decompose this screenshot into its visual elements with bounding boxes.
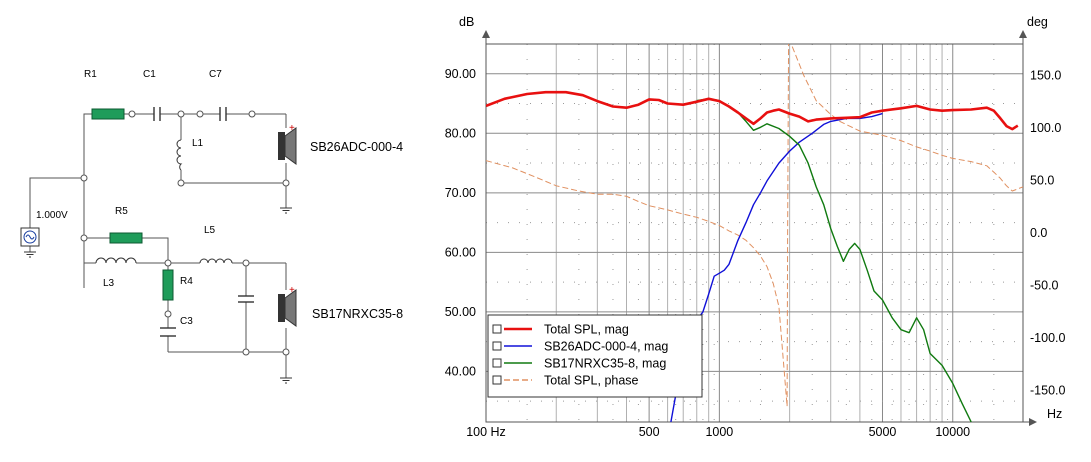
speaker-icon	[278, 289, 297, 327]
y-tick-label: 40.00	[445, 364, 476, 378]
legend-label: Total SPL, mag	[544, 323, 629, 337]
series-line-0	[486, 90, 1019, 131]
resistor-icon	[109, 232, 143, 244]
x-tick-label: 1000	[705, 425, 733, 439]
crossover-schematic: + + R1 C1 C7 L1 R5 L5 L3 R4 C3 1.000V SB…	[20, 69, 403, 384]
source-voltage-label: 1.000V	[36, 210, 68, 221]
y2-tick-label: 150.0	[1030, 69, 1061, 83]
capacitor-icon	[153, 107, 161, 121]
y-tick-label: 50.00	[445, 305, 476, 319]
legend-label: Total SPL, phase	[544, 374, 639, 388]
y2-tick-label: 50.0	[1030, 174, 1054, 188]
voltage-source-icon	[20, 227, 40, 247]
y-tick-label: 90.00	[445, 67, 476, 81]
inductor-icon	[199, 258, 233, 264]
label-c7: C7	[209, 69, 222, 80]
legend-checkbox	[492, 324, 502, 334]
label-c1: C1	[143, 69, 156, 80]
y2-axis-arrow-icon	[1019, 30, 1027, 38]
label-r4: R4	[180, 276, 193, 287]
capacitor-icon	[238, 295, 254, 303]
y2-axis-label: deg	[1027, 15, 1048, 29]
series-line-2	[696, 98, 972, 422]
y-axis-arrow-icon	[482, 30, 490, 38]
inductor-icon	[176, 139, 183, 171]
y-tick-label: 60.00	[445, 245, 476, 259]
y2-tick-label: -100.0	[1030, 331, 1065, 345]
capacitor-icon	[219, 107, 227, 121]
y2-tick-label: -50.0	[1030, 279, 1059, 293]
polarity-mark: +	[289, 285, 295, 296]
legend-label: SB26ADC-000-4, mag	[544, 340, 668, 354]
label-r5: R5	[115, 206, 128, 217]
resistor-icon	[91, 108, 125, 120]
x-axis-arrow-icon	[1029, 418, 1037, 426]
chart-series	[486, 44, 1023, 422]
x-tick-label: 5000	[869, 425, 897, 439]
x-tick-label: 500	[639, 425, 660, 439]
y-axis-label: dB	[459, 15, 474, 29]
capacitor-icon	[160, 327, 176, 337]
ground-icon	[24, 251, 36, 258]
series-line-3	[486, 44, 1023, 407]
chart-legend: Total SPL, mag SB26ADC-000-4, mag SB17NRXC…	[487, 314, 703, 398]
resistor-icon	[162, 269, 174, 301]
speaker-icon	[278, 127, 297, 165]
x-tick-label: 10000	[935, 425, 970, 439]
woofer-label: SB17NRXC35-8	[312, 307, 403, 321]
plot-frame	[485, 43, 1024, 423]
tweeter-label: SB26ADC-000-4	[310, 140, 403, 154]
ground-icon	[280, 207, 292, 214]
chart-axes: 90.00 80.00 70.00 60.00 50.00 40.00 150.0 100.0…	[445, 15, 1066, 439]
label-l3: L3	[103, 278, 115, 289]
legend-checkbox	[492, 375, 502, 385]
x-axis-label: Hz	[1047, 407, 1062, 421]
label-l1: L1	[192, 138, 204, 149]
label-l5: L5	[204, 225, 216, 236]
y2-tick-label: 100.0	[1030, 121, 1061, 135]
label-r1: R1	[84, 69, 97, 80]
y-tick-label: 80.00	[445, 126, 476, 140]
y2-tick-label: 0.0	[1030, 226, 1047, 240]
label-c3: C3	[180, 316, 193, 327]
series-line-1	[670, 112, 883, 422]
x-tick-label: 100 Hz	[466, 425, 506, 439]
legend-checkbox	[492, 341, 502, 351]
inductor-icon	[95, 257, 137, 264]
ground-icon	[280, 377, 292, 384]
legend-checkbox	[492, 358, 502, 368]
y-tick-label: 70.00	[445, 186, 476, 200]
polarity-mark: +	[289, 123, 295, 134]
chart-grid	[485, 44, 1024, 422]
legend-label: SB17NRXC35-8, mag	[544, 357, 666, 371]
y2-tick-label: -150.0	[1030, 384, 1065, 398]
